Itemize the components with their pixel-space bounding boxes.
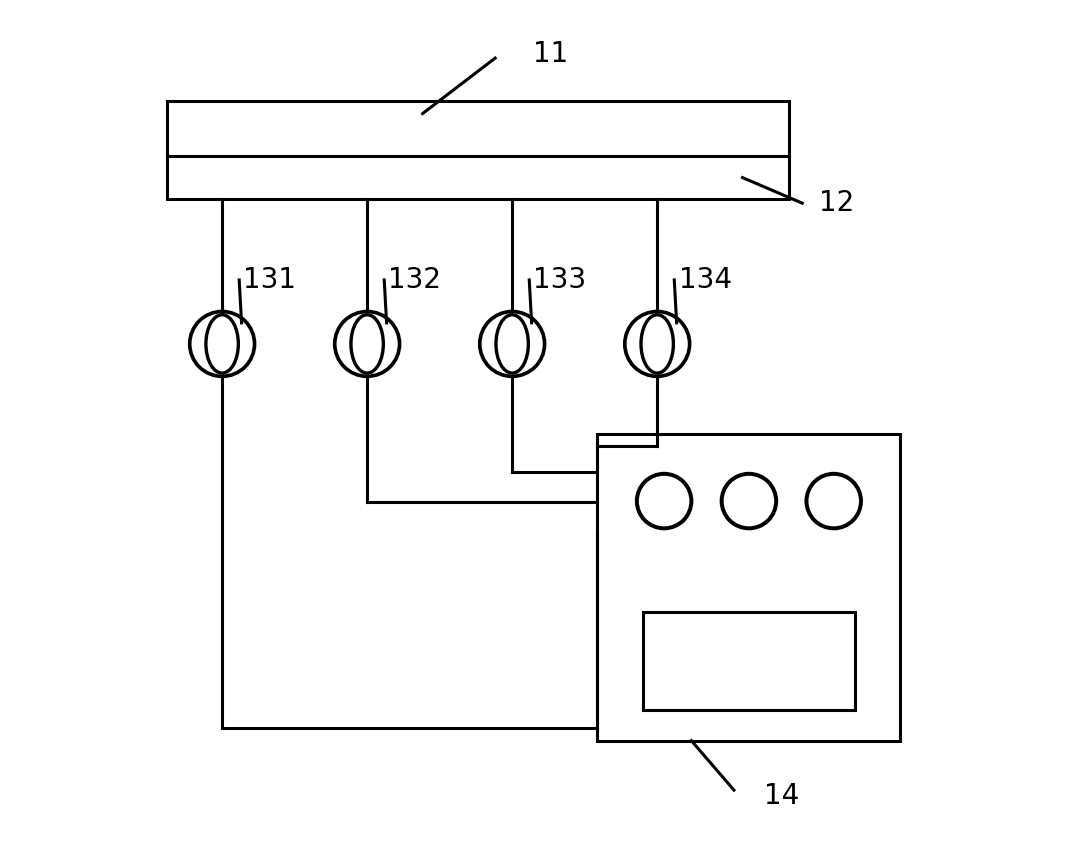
Text: 14: 14 [764,782,799,810]
Circle shape [625,311,689,376]
Ellipse shape [641,315,673,373]
Text: 131: 131 [243,266,297,294]
Circle shape [637,473,691,528]
Text: 133: 133 [534,266,587,294]
Bar [598,434,901,740]
Ellipse shape [206,315,238,373]
Text: 134: 134 [679,266,732,294]
Text: 12: 12 [819,189,855,217]
Circle shape [190,311,255,376]
Circle shape [721,473,776,528]
Ellipse shape [496,315,528,373]
Ellipse shape [351,315,383,373]
Text: 11: 11 [534,40,569,68]
Bar [166,101,790,199]
Circle shape [335,311,399,376]
Bar [643,611,855,710]
Text: 132: 132 [388,266,442,294]
Circle shape [807,473,861,528]
Circle shape [480,311,544,376]
